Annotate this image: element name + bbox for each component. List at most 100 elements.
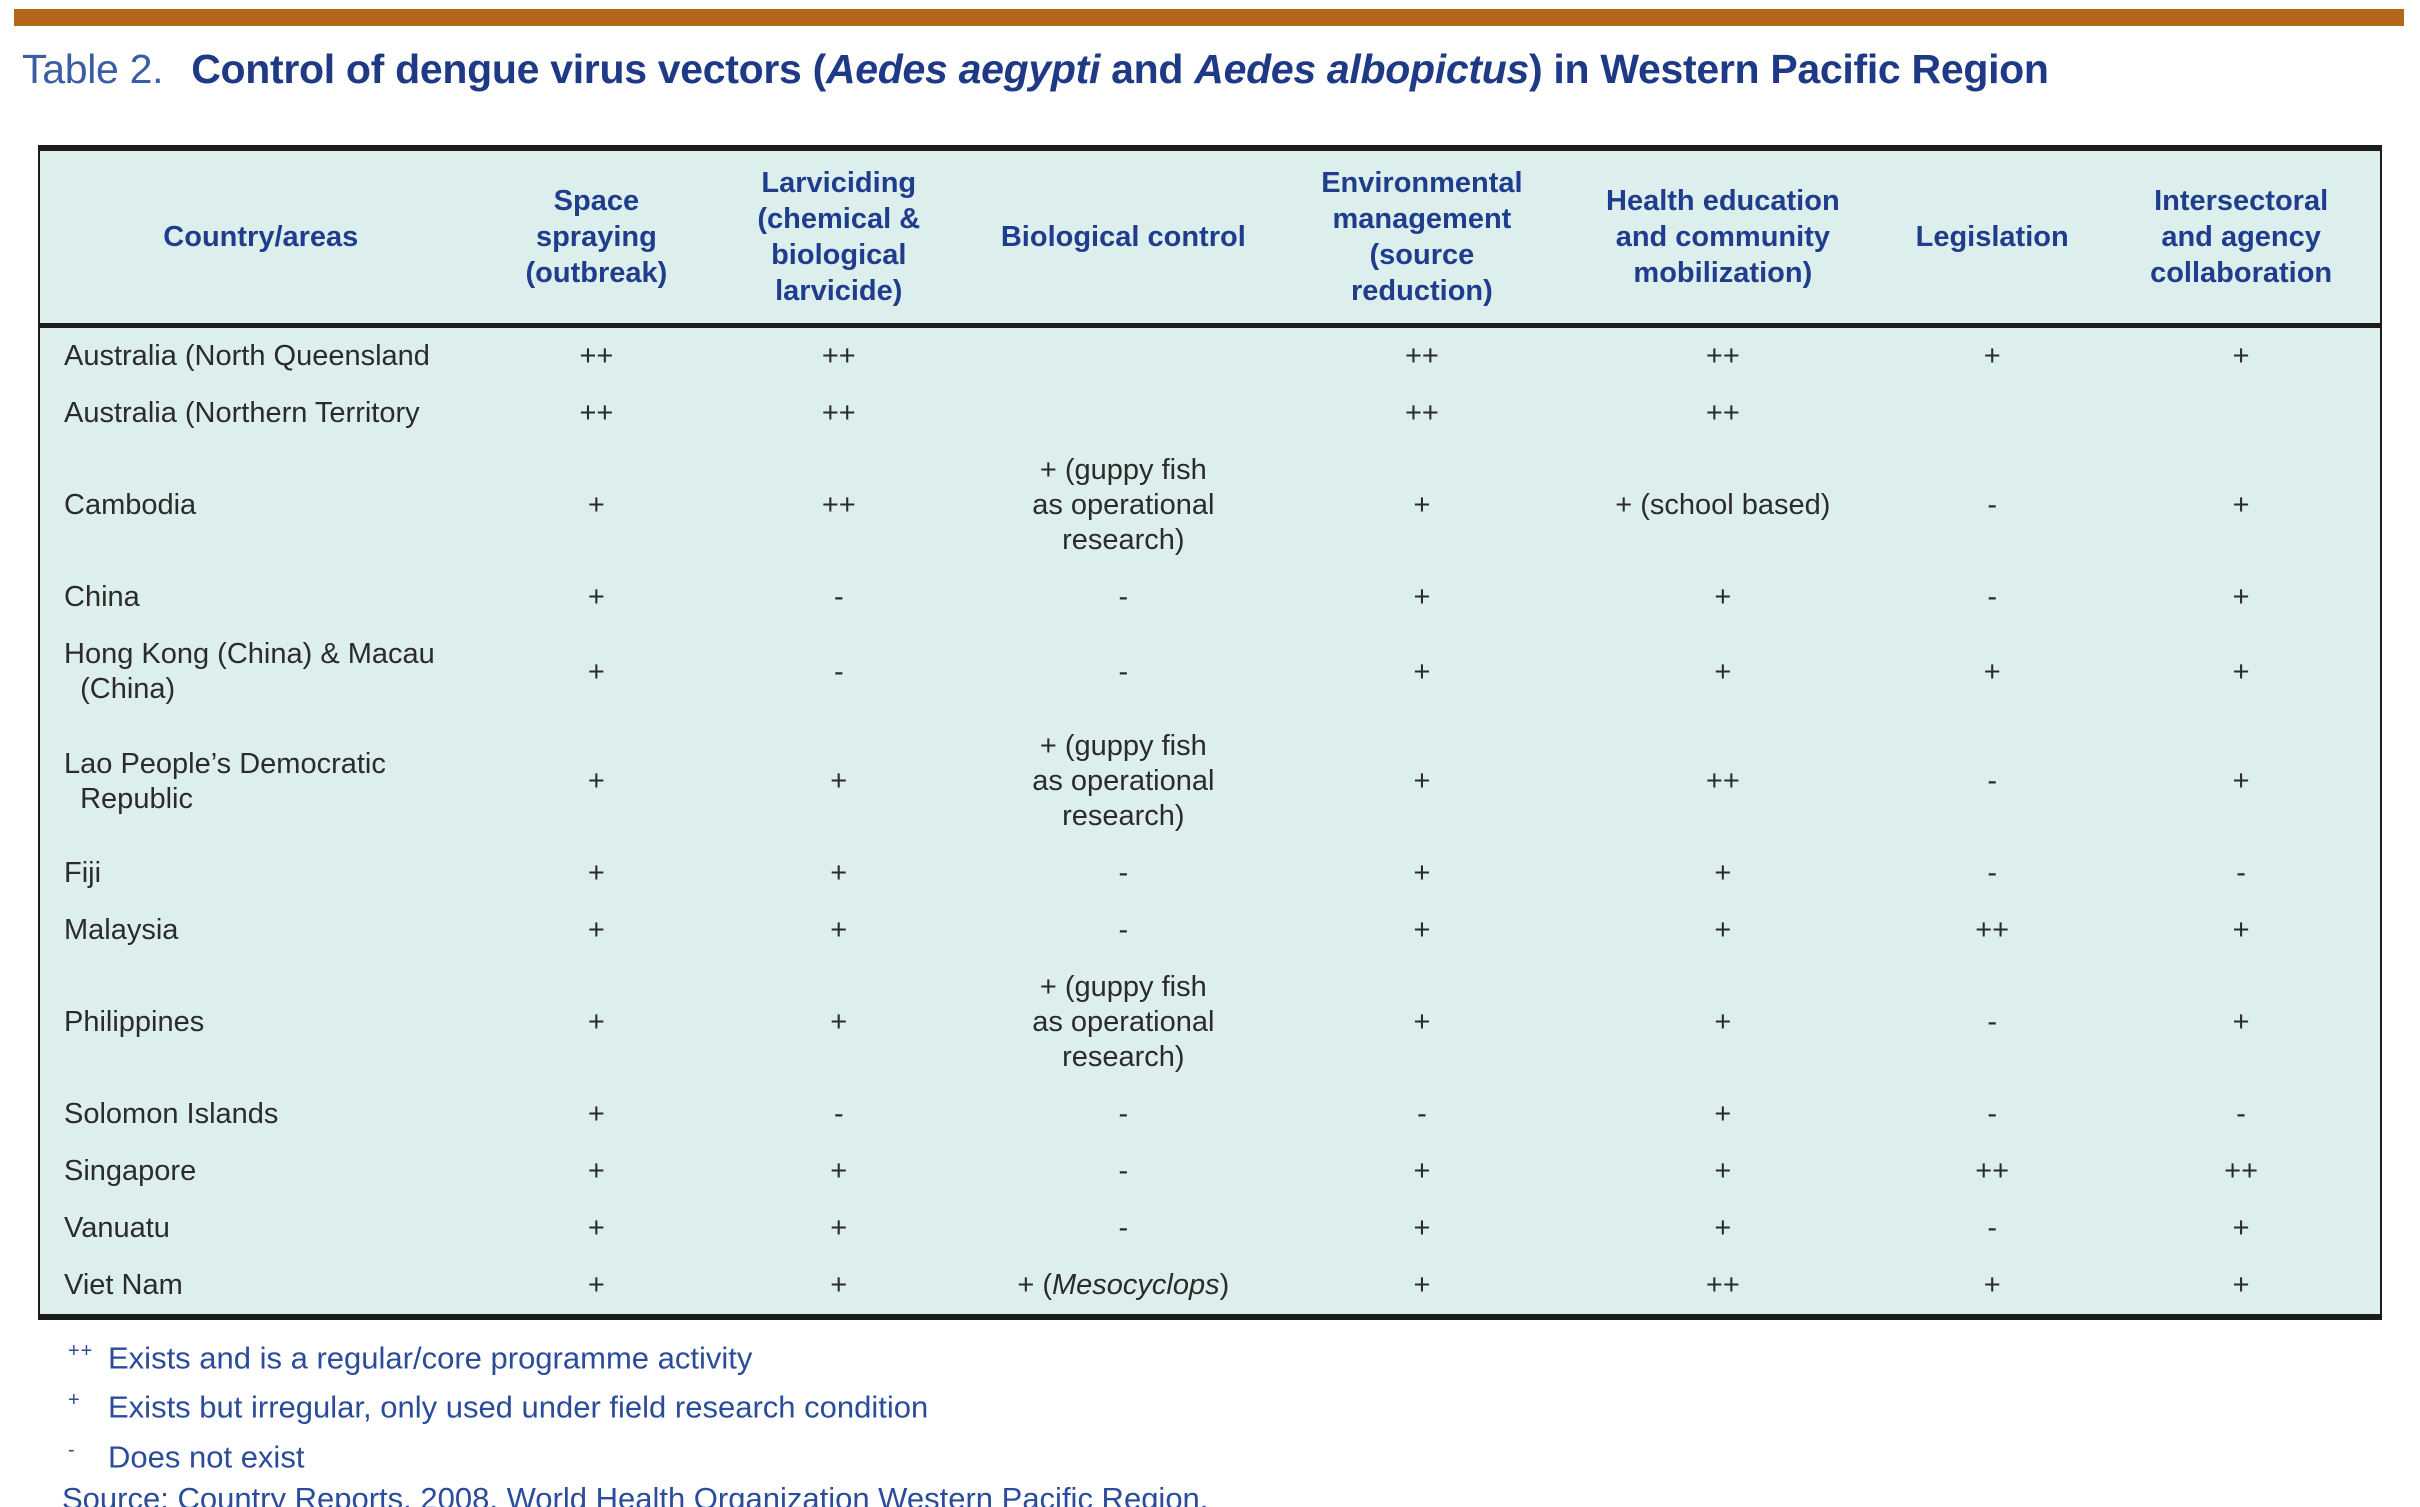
value-cell: -: [1118, 857, 1129, 889]
table-row: Viet Nam + + + (Mesocyclops) + ++ + +: [39, 1257, 2381, 1317]
value-cell: +: [1413, 765, 1431, 797]
country-cell: Australia (Northern Territory: [64, 397, 420, 429]
value-cell: ++: [579, 340, 614, 372]
country-cell: Vanuatu: [64, 1212, 170, 1244]
value-cell: -: [1987, 1006, 1997, 1038]
value-cell: ++: [1705, 1269, 1740, 1301]
country-cell: Lao People’s Democratic Republic: [64, 747, 386, 815]
table-row: Vanuatu + + - + + - +: [39, 1200, 2381, 1257]
value-cell: +: [2232, 914, 2250, 946]
legend-text: Does not exist: [108, 1438, 305, 1474]
value-cell: ++: [579, 397, 614, 429]
legend-line: + Exists but irregular, only used under f…: [62, 1379, 1208, 1428]
value-cell: +: [587, 581, 605, 613]
value-cell: +: [1413, 655, 1431, 688]
value-cell: +: [1983, 655, 2001, 688]
table-row: Hong Kong (China) & Macau (China) + - - + + + +: [39, 626, 2381, 718]
value-cell: +: [2232, 340, 2250, 372]
table-row: Singapore + + - + + ++ ++: [39, 1143, 2381, 1200]
value-cell: ++: [1404, 397, 1439, 429]
value-cell: +: [1413, 1006, 1431, 1038]
value-cell: +: [1714, 1006, 1732, 1038]
value-cell: +: [587, 1098, 605, 1130]
country-cell: Singapore: [64, 1155, 197, 1187]
value-cell: -: [1987, 581, 1997, 613]
value-cell: +: [1714, 914, 1732, 946]
country-cell: Australia (North Queensland: [64, 340, 430, 372]
value-cell: ++: [1975, 1155, 2010, 1187]
value-cell: ++: [821, 489, 856, 521]
value-cell: -: [1987, 857, 1997, 889]
col-header-legislation: Legislation: [1882, 148, 2103, 328]
value-cell: -: [833, 581, 844, 613]
value-cell: +: [1413, 1269, 1431, 1301]
col-header-biological-control: Biological control: [966, 148, 1281, 328]
value-cell: -: [1118, 1098, 1129, 1130]
top-accent-bar: [14, 9, 2404, 26]
value-cell: +: [830, 1006, 848, 1038]
table-title: Table 2. Control of dengue virus vectors …: [22, 46, 2402, 93]
value-cell: +: [587, 1006, 605, 1038]
legend-text: Exists and is a regular/core programme a…: [108, 1340, 753, 1376]
country-cell: Cambodia: [64, 489, 197, 521]
value-cell: +: [2232, 655, 2250, 688]
value-cell: +: [830, 1269, 848, 1301]
country-cell: Solomon Islands: [64, 1098, 279, 1130]
value-cell: -: [1987, 489, 1997, 521]
value-cell: +: [1413, 581, 1431, 613]
value-cell: -: [833, 1098, 844, 1130]
value-cell: +: [1983, 340, 2001, 372]
legend-symbol: -: [68, 1438, 76, 1461]
value-cell: +: [830, 765, 848, 797]
value-cell: + (guppy fish as operational research): [1032, 454, 1215, 556]
value-cell: -: [2236, 857, 2246, 889]
value-cell: -: [1417, 1098, 1427, 1130]
value-cell: + (guppy fish as operational research): [1032, 730, 1215, 832]
value-cell: +: [587, 765, 605, 797]
col-header-health-education: Health education and community mobilizatio…: [1563, 148, 1883, 328]
legend-symbol: ++: [68, 1340, 94, 1362]
value-cell: +: [1714, 1212, 1732, 1244]
table-header: Country/areas Space spraying (outbreak) La…: [39, 148, 2381, 328]
value-cell: -: [1118, 1155, 1129, 1187]
value-cell: +: [2232, 581, 2250, 613]
value-cell: ++: [1705, 765, 1740, 797]
value-cell: +: [587, 1269, 605, 1301]
value-cell: -: [1987, 765, 1997, 797]
value-cell: -: [1118, 1212, 1129, 1244]
legend-text: Exists but irregular, only used under fi…: [108, 1389, 929, 1425]
value-cell: ++: [1705, 397, 1740, 429]
value-cell: +: [587, 489, 605, 521]
col-header-larviciding: Larviciding (chemical & biological larvicid…: [711, 148, 967, 328]
value-cell: -: [1118, 655, 1129, 688]
value-cell: +: [587, 1212, 605, 1244]
legend-symbol: +: [68, 1389, 81, 1412]
country-cell: Viet Nam: [64, 1269, 183, 1301]
table-row: Philippines + + + (guppy fish as operational…: [39, 959, 2381, 1086]
value-cell: +: [830, 1155, 848, 1187]
value-cell: +: [587, 914, 605, 946]
value-cell: +: [830, 1212, 848, 1244]
country-cell: Philippines: [64, 1006, 205, 1038]
value-cell: + (guppy fish as operational research): [1032, 971, 1215, 1073]
value-cell: +: [1413, 489, 1431, 521]
value-cell: +: [1413, 914, 1431, 946]
value-cell: + (school based): [1615, 489, 1831, 521]
source-line: Source: Country Reports, 2008, World Hea…: [62, 1480, 1209, 1507]
dengue-vector-control-table: Country/areas Space spraying (outbreak) La…: [38, 145, 2382, 1320]
value-cell: ++: [2224, 1155, 2259, 1187]
table-row: China + - - + + - +: [39, 569, 2381, 626]
table-row: Australia (Northern Territory ++ ++ ++ ++: [39, 385, 2381, 442]
table-row: Australia (North Queensland ++ ++ ++ ++ + +: [39, 326, 2381, 386]
value-cell: ++: [821, 397, 856, 429]
value-cell: +: [1714, 1155, 1732, 1187]
value-cell: [966, 326, 1280, 386]
col-header-environmental-management: Environmental management (source reduction): [1280, 148, 1564, 328]
value-cell: [2102, 385, 2381, 442]
value-cell: [966, 385, 1280, 442]
value-cell: +: [587, 655, 605, 688]
country-cell: Malaysia: [64, 914, 179, 946]
table-row: Malaysia + + - + + ++ +: [39, 902, 2381, 959]
country-cell: Hong Kong (China) & Macau (China): [64, 638, 435, 705]
country-cell: China: [64, 581, 140, 613]
